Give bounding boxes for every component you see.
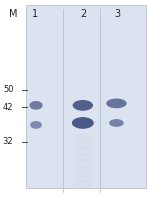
Text: 2: 2 — [80, 8, 87, 19]
Ellipse shape — [73, 147, 93, 155]
Ellipse shape — [72, 117, 94, 129]
Ellipse shape — [30, 101, 43, 110]
Ellipse shape — [73, 161, 93, 168]
Ellipse shape — [73, 181, 93, 189]
Ellipse shape — [73, 174, 93, 182]
Text: 1: 1 — [32, 8, 38, 19]
Ellipse shape — [109, 119, 124, 127]
FancyBboxPatch shape — [26, 5, 146, 189]
Text: 3: 3 — [114, 8, 120, 19]
Text: 32: 32 — [3, 137, 13, 146]
Ellipse shape — [73, 140, 93, 148]
Ellipse shape — [30, 121, 42, 129]
Ellipse shape — [73, 167, 93, 175]
Text: 50: 50 — [3, 85, 13, 94]
Text: M: M — [9, 8, 18, 19]
Ellipse shape — [106, 98, 127, 108]
Ellipse shape — [73, 100, 93, 111]
Ellipse shape — [73, 154, 93, 162]
Text: 42: 42 — [3, 103, 13, 112]
Ellipse shape — [73, 134, 93, 141]
